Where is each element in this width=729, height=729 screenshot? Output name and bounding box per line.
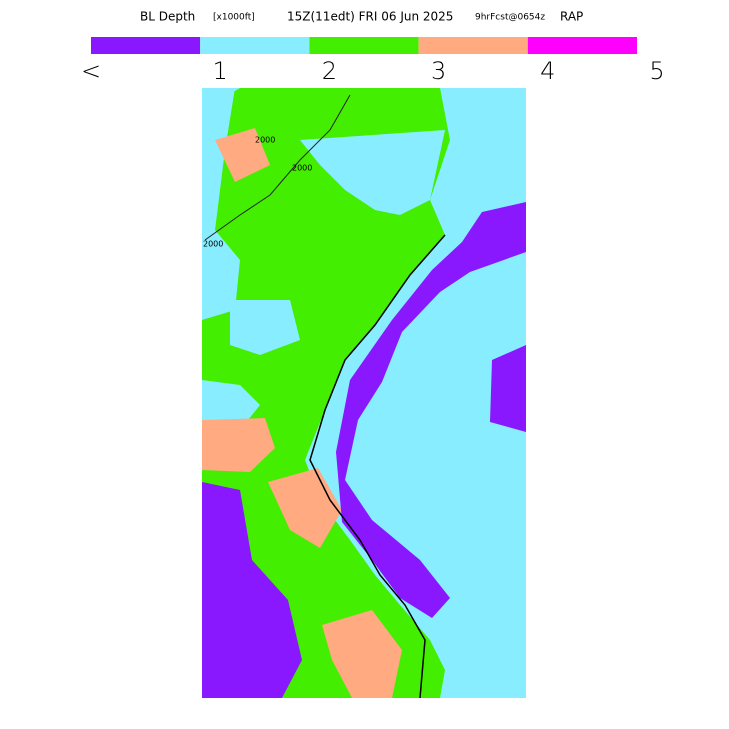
colorbar-segment	[200, 37, 310, 54]
colorbar-label: 5	[649, 57, 664, 85]
title-main: BL Depth	[140, 10, 195, 24]
colorbar-label: 3	[431, 57, 446, 85]
contour-label: 2000	[255, 136, 275, 145]
contour-label: 2000	[292, 164, 312, 173]
deep-region	[202, 418, 275, 472]
contour-line	[204, 94, 351, 241]
title-model: RAP	[560, 10, 583, 24]
contour-label: 2000	[203, 240, 223, 249]
colorbar: <1 2 3 4 5	[81, 37, 665, 85]
shallow-low-region	[336, 202, 526, 618]
colorbar-segment	[527, 37, 637, 54]
shallow-low-region	[202, 482, 302, 698]
coastline	[309, 234, 446, 699]
colorbar-label: 4	[540, 57, 555, 85]
shallow-low-region	[490, 345, 526, 432]
title-units: [x1000ft]	[213, 13, 255, 23]
deep-region	[322, 610, 402, 698]
shallow-region	[300, 130, 445, 215]
colorbar-label: 2	[322, 57, 337, 85]
colorbar-segment	[91, 37, 201, 54]
colorbar-label: 1	[213, 57, 228, 85]
title-time: 15Z(11edt) FRI 06 Jun 2025	[287, 10, 453, 24]
deep-region	[215, 128, 270, 182]
shallow-region	[230, 300, 300, 355]
map: 2000 2000 2000	[202, 88, 526, 699]
colorbar-segment	[418, 37, 528, 54]
title-forecast: 9hrFcst@0654z	[475, 13, 545, 23]
land-region	[202, 88, 450, 698]
colorbar-label: <	[81, 57, 101, 85]
colorbar-segment	[309, 37, 419, 54]
shallow-region	[202, 88, 240, 320]
